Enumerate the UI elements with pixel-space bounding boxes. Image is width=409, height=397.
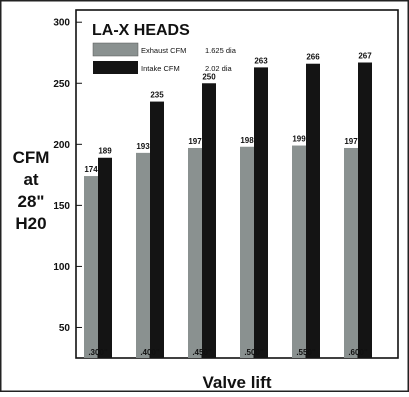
bar-value-label: 189 bbox=[98, 147, 112, 156]
legend: Exhaust CFM 1.625 dia Intake CFM 2.02 di… bbox=[92, 42, 237, 74]
x-tick-label: .300" bbox=[88, 348, 108, 357]
legend-note-intake: 2.02 dia bbox=[205, 64, 233, 73]
bar-exhaust bbox=[188, 147, 202, 358]
bar-value-label: 197 bbox=[188, 137, 202, 146]
bar-intake bbox=[98, 157, 112, 358]
bar-value-label: 266 bbox=[306, 53, 320, 62]
bar-value-label: 199 bbox=[292, 135, 306, 144]
bar-value-label: 197 bbox=[344, 137, 358, 146]
bar-value-label: 174 bbox=[84, 165, 98, 174]
x-tick-label: .450" bbox=[192, 348, 212, 357]
bar-intake bbox=[150, 101, 164, 358]
legend-label-intake: Intake CFM bbox=[141, 64, 180, 73]
bar-exhaust bbox=[84, 176, 98, 358]
bar-value-label: 267 bbox=[358, 52, 372, 61]
bar-intake bbox=[306, 63, 320, 358]
y-tick-label: 150 bbox=[53, 201, 70, 212]
x-axis-ticks: .300" .400" .450" .500" .550" .600" bbox=[88, 348, 368, 358]
bar-exhaust bbox=[292, 145, 306, 358]
y-tick-label: 100 bbox=[53, 262, 70, 273]
bar-value-label: 193 bbox=[136, 142, 150, 151]
bar-intake bbox=[254, 67, 268, 359]
y-axis-label-line-4: H20 bbox=[15, 214, 46, 233]
x-tick-label: .400" bbox=[140, 348, 160, 357]
chart-title: LA-X HEADS bbox=[92, 22, 190, 39]
y-tick-label: 250 bbox=[53, 79, 70, 90]
y-axis-ticks: 50 100 150 200 250 300 bbox=[53, 18, 82, 334]
y-axis-label-line-2: at bbox=[23, 170, 38, 189]
bar-value-label: 250 bbox=[202, 72, 216, 81]
y-tick-label: 50 bbox=[59, 323, 71, 334]
legend-swatch-intake bbox=[93, 61, 138, 74]
legend-swatch-exhaust bbox=[92, 42, 139, 57]
bar-intake bbox=[202, 83, 216, 359]
bar-intake bbox=[358, 62, 372, 359]
x-axis-label: Valve lift bbox=[203, 373, 272, 392]
bar-value-label: 235 bbox=[150, 91, 164, 100]
legend-label-exhaust: Exhaust CFM bbox=[141, 46, 186, 55]
bar-value-label: 198 bbox=[240, 136, 254, 145]
y-axis-label-line-3: 28" bbox=[18, 192, 45, 211]
x-tick-label: .600" bbox=[348, 348, 368, 357]
bar-exhaust bbox=[344, 147, 358, 358]
y-tick-label: 200 bbox=[53, 140, 70, 151]
x-tick-label: .550" bbox=[296, 348, 316, 357]
y-tick-label: 300 bbox=[53, 18, 70, 29]
x-tick-label: .500" bbox=[244, 348, 264, 357]
bars-group bbox=[84, 62, 372, 359]
bar-value-label: 263 bbox=[254, 56, 268, 65]
y-axis-label-line-1: CFM bbox=[13, 148, 50, 167]
bar-exhaust bbox=[240, 146, 254, 358]
bar-exhaust bbox=[136, 152, 150, 358]
legend-note-exhaust: 1.625 dia bbox=[205, 46, 237, 55]
